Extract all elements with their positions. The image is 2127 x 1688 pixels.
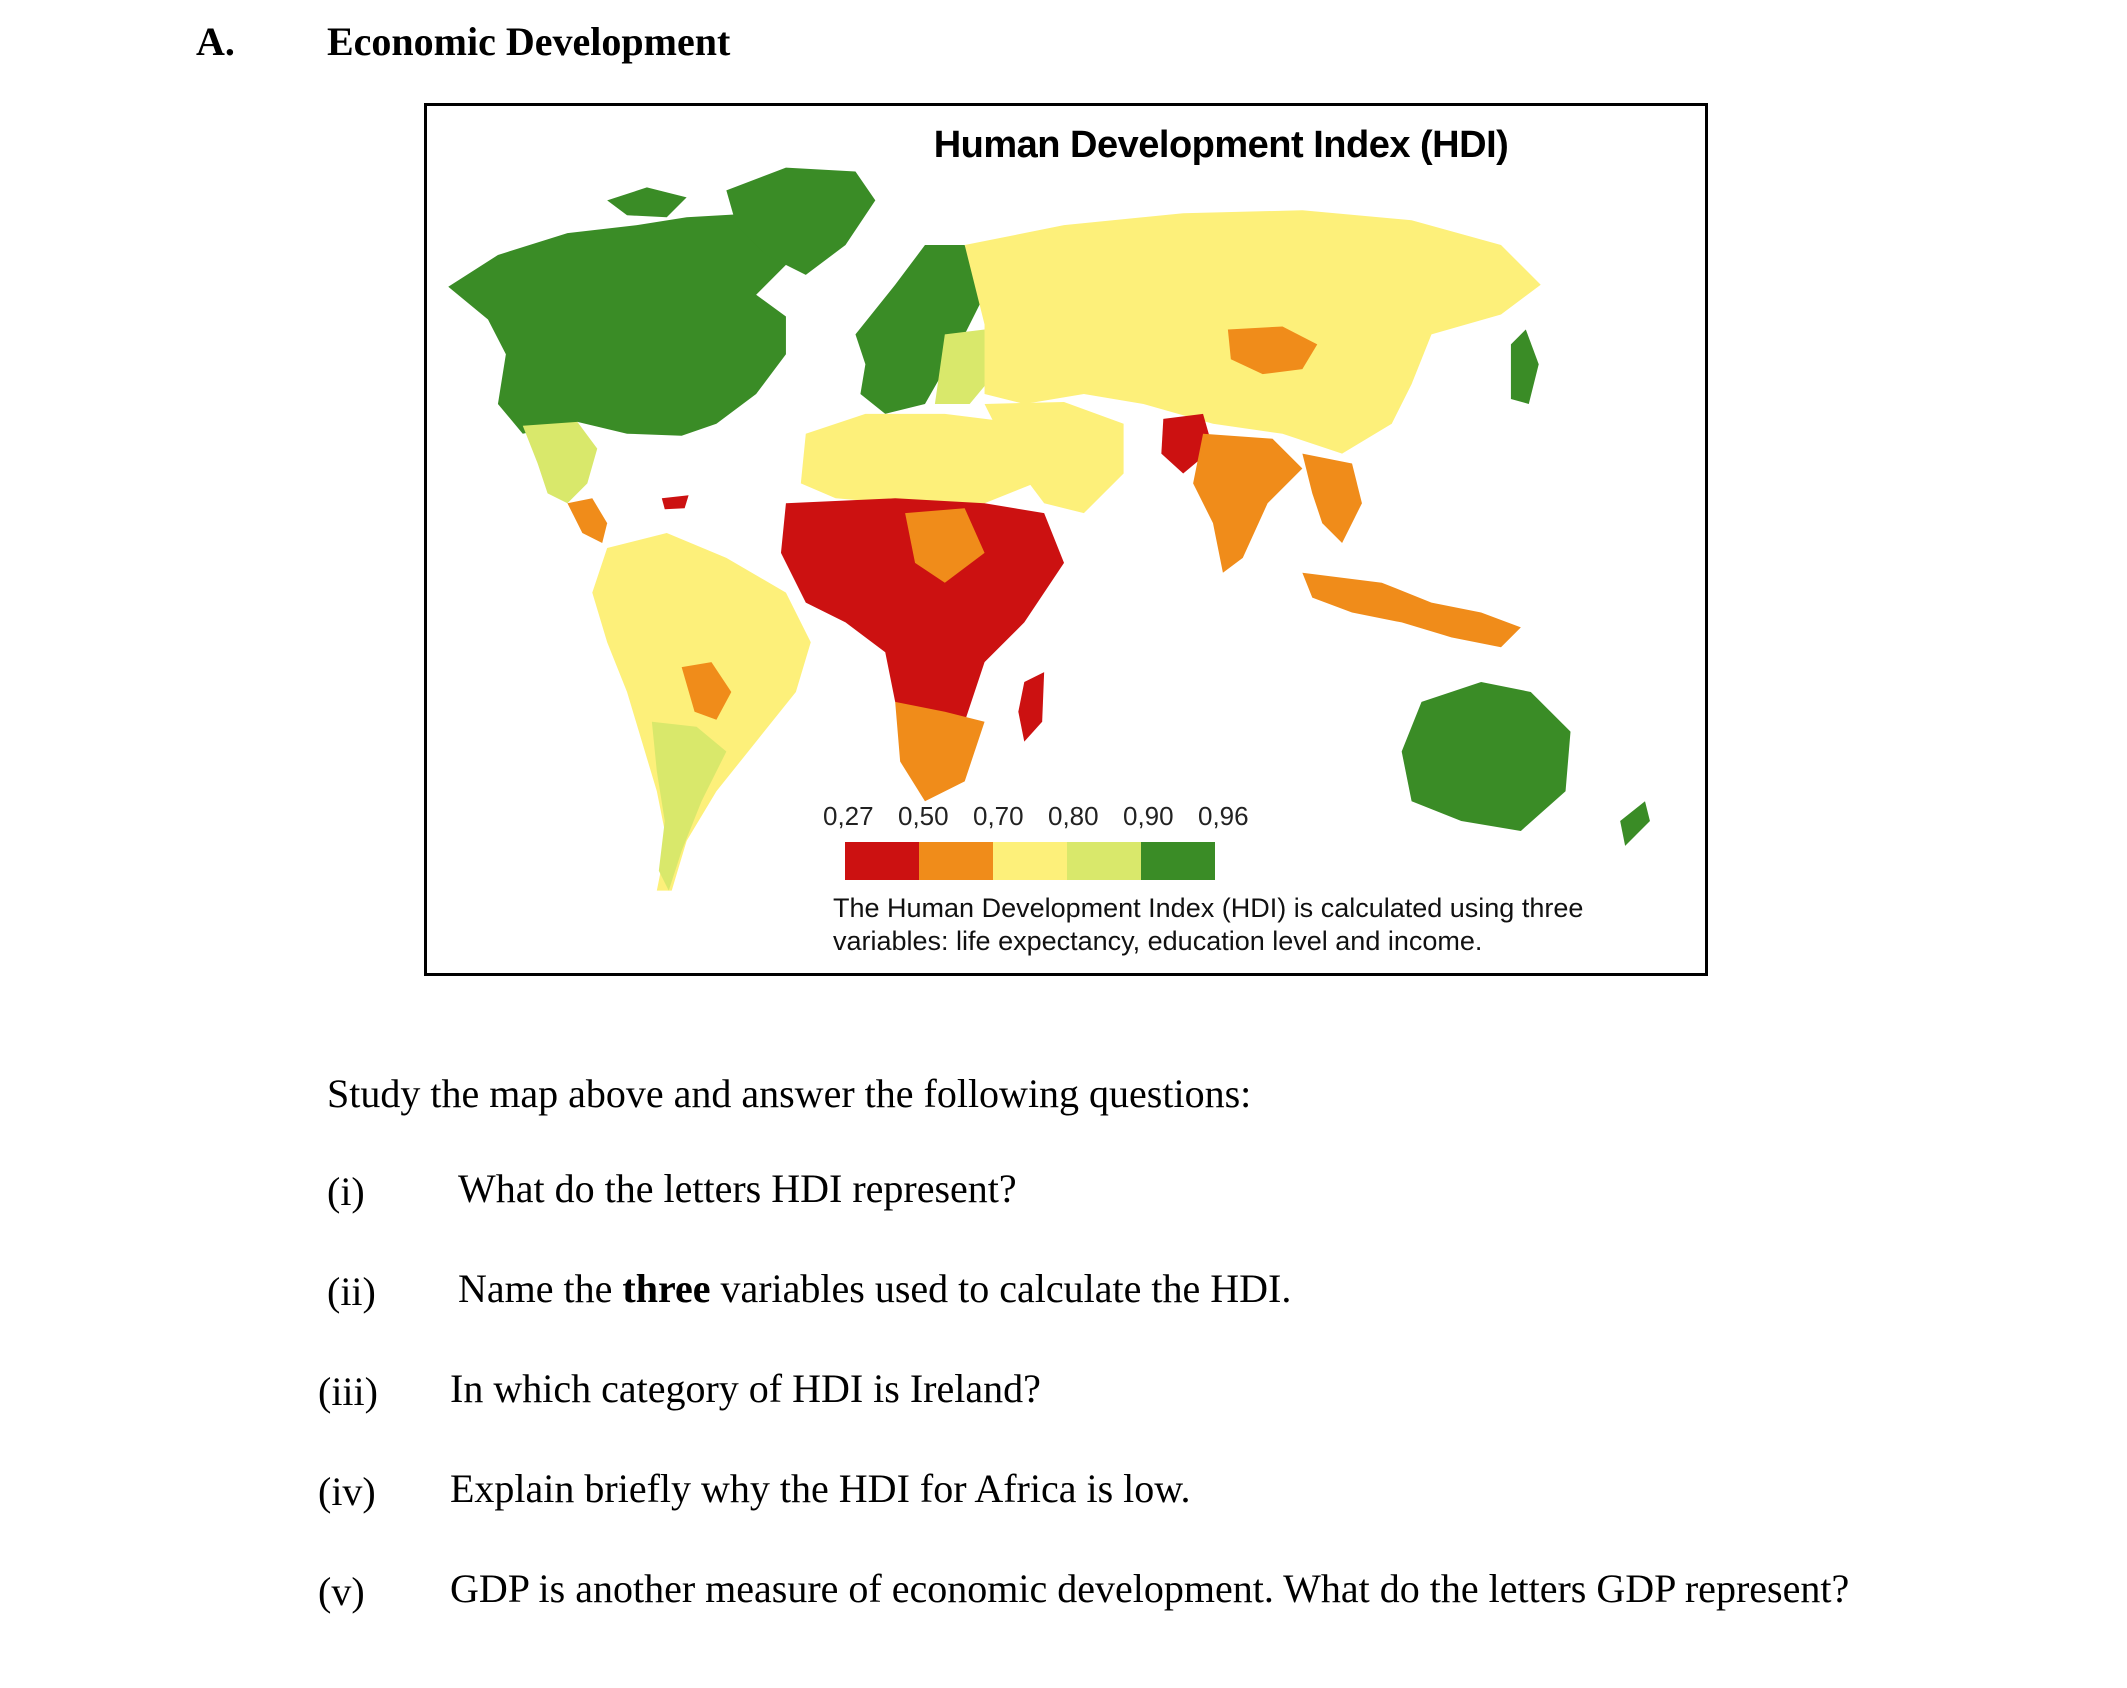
hdi-world-map: Human Development Index (HDI) 0,27 0,50 …: [424, 103, 1708, 976]
japan-region: [1510, 329, 1539, 404]
map-caption-line-1: The Human Development Index (HDI) is cal…: [833, 893, 1584, 923]
question-number: (iii): [318, 1369, 378, 1414]
question-text-part: Name the: [458, 1266, 623, 1311]
legend-tick: 0,70: [973, 801, 1024, 831]
arctic-islands-region: [607, 187, 687, 218]
question-text-part: variables used to calculate the HDI.: [710, 1266, 1292, 1311]
india-region: [1193, 433, 1303, 573]
section-title: Economic Development: [327, 19, 731, 64]
world-map-illustration: [448, 167, 1650, 891]
se-asia-region: [1302, 453, 1362, 543]
australia-region: [1401, 682, 1571, 831]
legend-swatch: [993, 842, 1067, 880]
north-africa-region: [800, 413, 1035, 504]
question-text: In which category of HDI is Ireland?: [450, 1366, 1041, 1411]
madagascar-region: [1018, 672, 1045, 742]
legend-color-bar: [845, 842, 1215, 880]
legend-tick: 0,50: [898, 801, 949, 831]
question-text: Name the three variables used to calcula…: [458, 1264, 1878, 1314]
question-number: (iv): [318, 1469, 376, 1514]
mongolia-region: [1227, 326, 1318, 375]
mexico-region: [522, 421, 598, 504]
new-zealand-region: [1620, 801, 1650, 846]
caribbean-region: [661, 495, 689, 510]
greenland-region: [726, 167, 876, 275]
question-text: Explain briefly why the HDI for Africa i…: [450, 1466, 1191, 1511]
question-number: (ii): [327, 1269, 376, 1314]
legend-swatch: [1141, 842, 1215, 880]
africa-medium-region: [905, 508, 985, 583]
map-caption: The Human Development Index (HDI) is cal…: [833, 892, 1653, 958]
central-america-region: [567, 498, 608, 543]
question-emphasis: three: [622, 1266, 711, 1311]
map-title: Human Development Index (HDI): [933, 124, 1509, 166]
north-america-region: [448, 213, 816, 436]
question-text: GDP is another measure of economic devel…: [450, 1566, 1850, 1611]
section-letter: A.: [196, 19, 235, 64]
legend-swatch: [845, 842, 919, 880]
legend-swatch: [919, 842, 993, 880]
europe-region: [855, 245, 985, 414]
eastern-europe-region: [934, 329, 995, 404]
southern-cone-region: [651, 721, 727, 891]
indonesia-region: [1302, 572, 1521, 648]
map-caption-line-2: variables: life expectancy, education le…: [833, 926, 1483, 956]
question-number: (v): [318, 1569, 365, 1614]
southern-africa-region: [895, 701, 985, 802]
legend-tick: 0,96: [1198, 801, 1249, 831]
legend-tick-labels: 0,27 0,50 0,70 0,80 0,90 0,96: [823, 801, 1273, 832]
legend-swatch: [1067, 842, 1141, 880]
intro-instruction: Study the map above and answer the follo…: [327, 1071, 1252, 1116]
legend-tick: 0,27: [823, 801, 874, 831]
question-number: (i): [327, 1169, 365, 1214]
bolivia-region: [681, 662, 732, 720]
africa-low-region: [780, 498, 1065, 732]
legend-tick: 0,90: [1123, 801, 1174, 831]
legend-tick: 0,80: [1048, 801, 1099, 831]
question-text: What do the letters HDI represent?: [458, 1166, 1017, 1211]
